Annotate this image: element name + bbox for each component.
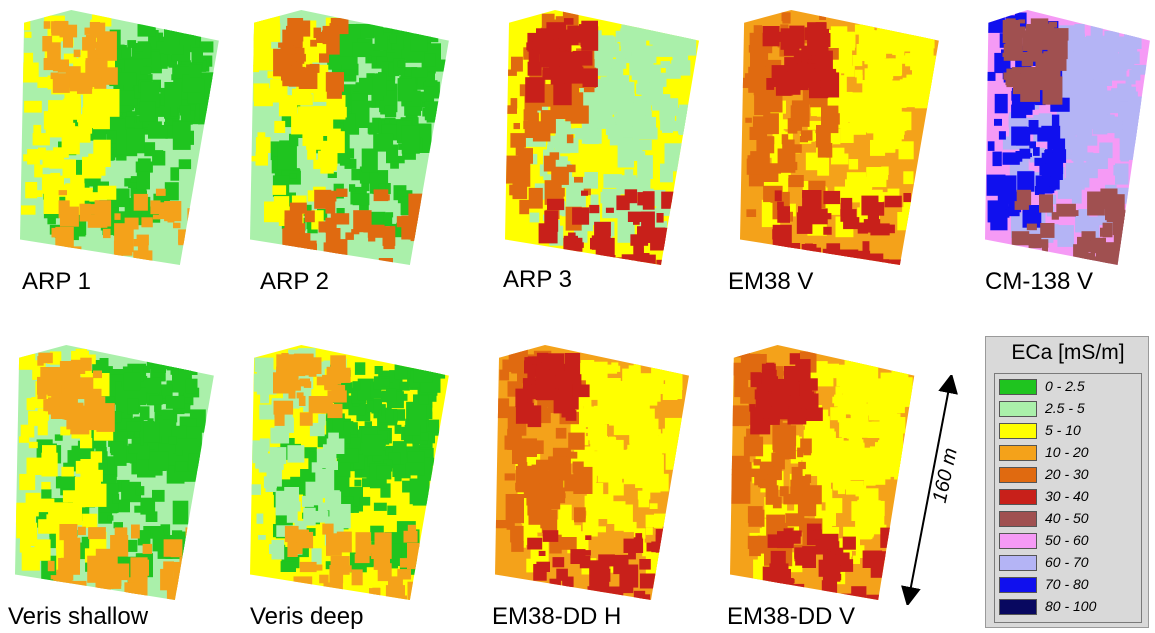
map-arp-3 (505, 10, 705, 265)
legend-label: 40 - 50 (1045, 510, 1089, 526)
map-arp-1-raster (20, 10, 219, 265)
legend: ECa [mS/m] 0 - 2.5 2.5 - 5 5 - 10 10 - 20 20… (985, 336, 1149, 628)
legend-swatch (999, 445, 1037, 461)
map-arp-1 (20, 10, 225, 265)
map-cm-138-v-raster (985, 10, 1150, 265)
legend-label: 60 - 70 (1045, 554, 1089, 570)
legend-swatch (999, 555, 1037, 571)
map-veris-deep-raster (250, 345, 449, 600)
legend-swatch (999, 379, 1037, 395)
scale-bar (901, 375, 958, 605)
map-veris-shallow-raster (15, 345, 214, 600)
legend-swatch (999, 467, 1037, 483)
map-em38-dd-h-raster (495, 345, 689, 600)
map-label-arp-3: ARP 3 (503, 266, 572, 293)
map-raster-cells (730, 346, 913, 600)
map-label-cm-138-v: CM-138 V (985, 268, 1094, 295)
scale-bar-arrow (901, 375, 958, 605)
map-label-arp-2: ARP 2 (260, 268, 329, 295)
map-em38-dd-h (495, 345, 695, 600)
legend-swatch (999, 511, 1037, 527)
legend-title: ECa [mS/m] (1011, 341, 1125, 364)
map-em38-v-raster (740, 10, 939, 265)
map-raster-cells (742, 12, 938, 265)
legend-label: 50 - 60 (1045, 532, 1089, 548)
map-raster-cells (495, 348, 685, 600)
legend-swatch (999, 533, 1037, 549)
legend-label: 30 - 40 (1045, 488, 1089, 504)
legend-swatch (999, 599, 1037, 615)
map-em38-v (740, 10, 945, 265)
map-arp-2-raster (250, 10, 449, 265)
legend-label: 5 - 10 (1045, 422, 1081, 438)
map-label-arp-1: ARP 1 (22, 268, 91, 295)
legend-label: 80 - 100 (1045, 598, 1097, 614)
legend-label: 2.5 - 5 (1045, 400, 1085, 416)
legend-label: 70 - 80 (1045, 576, 1089, 592)
map-arp-3-raster (505, 10, 699, 265)
legend-swatch (999, 489, 1037, 505)
map-arp-2 (250, 10, 455, 265)
map-raster-cells (250, 348, 446, 600)
map-label-veris-deep: Veris deep (250, 603, 364, 630)
map-label-em38-v: EM38 V (728, 268, 814, 295)
map-label-veris-shallow: Veris shallow (8, 603, 149, 630)
legend-label: 20 - 30 (1045, 466, 1089, 482)
map-veris-deep (250, 345, 455, 600)
map-em38-dd-v (730, 345, 920, 600)
legend-label: 0 - 2.5 (1045, 378, 1085, 394)
legend-swatch (999, 423, 1037, 439)
legend-classes: 0 - 2.5 2.5 - 5 5 - 10 10 - 20 20 - 30 30 - 4… (994, 373, 1142, 623)
legend-label: 10 - 20 (1045, 444, 1089, 460)
map-raster-cells (250, 10, 447, 265)
map-cm-138-v (985, 10, 1155, 265)
map-label-em38-dd-h: EM38-DD H (492, 603, 622, 630)
legend-swatch (999, 577, 1037, 593)
legend-swatch (999, 401, 1037, 417)
map-label-em38-dd-v: EM38-DD V (727, 603, 856, 630)
map-em38-dd-v-raster (730, 345, 915, 600)
map-veris-shallow (15, 345, 220, 600)
